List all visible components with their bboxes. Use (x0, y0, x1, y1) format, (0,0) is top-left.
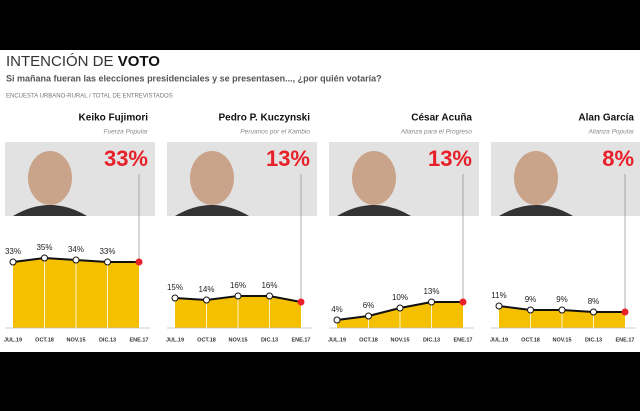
subtitle: Si mañana fueran las elecciones presiden… (6, 73, 382, 83)
point (171, 294, 179, 302)
x-tick-label: ENE.17 (292, 337, 311, 343)
x-tick-label: JUL.19 (4, 337, 22, 343)
value-label: 13% (423, 287, 439, 296)
x-tick-label: ENE.17 (454, 337, 473, 343)
photo-body (13, 205, 87, 216)
party-name: Alianza para el Progreso (400, 129, 473, 136)
point (495, 302, 503, 310)
point (104, 258, 111, 266)
photo-head (190, 151, 234, 205)
value-label: 9% (525, 295, 537, 304)
point (558, 306, 566, 314)
x-tick-label: NOV.15 (228, 337, 247, 343)
x-tick-label: OCT.18 (197, 337, 216, 343)
photo-body (499, 205, 573, 216)
point (396, 304, 404, 312)
title: INTENCIÓN DE VOTO (6, 53, 160, 70)
x-tick-label: OCT.18 (35, 337, 54, 343)
value-label: 16% (261, 281, 277, 290)
x-tick-label: JUL.19 (328, 337, 346, 343)
x-tick-label: OCT.18 (359, 337, 378, 343)
party-name: Fuerza Popular (104, 129, 149, 136)
photo-head (352, 151, 396, 205)
photo-body (337, 205, 411, 216)
x-tick-label: DIC.13 (99, 337, 116, 343)
photo-head (514, 151, 558, 205)
value-label: 11% (491, 291, 506, 300)
value-label: 34% (68, 245, 84, 254)
point (365, 312, 372, 320)
x-tick-label: OCT.18 (521, 337, 540, 343)
point (135, 258, 143, 266)
headline-value: 13% (266, 146, 310, 171)
headline-value: 13% (428, 146, 472, 171)
source: ENCUESTA URBANO-RURAL / TOTAL DE ENTREVI… (6, 94, 173, 100)
title-light: INTENCIÓN DE (6, 53, 114, 70)
point (41, 254, 48, 262)
value-label: 15% (167, 283, 183, 292)
value-label: 10% (392, 293, 408, 302)
point (234, 292, 242, 300)
value-label: 33% (5, 247, 21, 256)
value-label: 9% (556, 295, 568, 304)
candidate-name: César Acuña (411, 113, 472, 124)
x-tick-label: ENE.17 (130, 337, 149, 343)
point (203, 296, 210, 304)
candidate-name: Alan García (578, 113, 634, 124)
x-tick-label: DIC.13 (423, 337, 440, 343)
value-label: 16% (230, 281, 246, 290)
x-tick-label: ENE.17 (616, 337, 635, 343)
value-label: 8% (588, 297, 600, 306)
photo-body (175, 205, 249, 216)
point (621, 308, 629, 316)
x-tick-label: NOV.15 (66, 337, 85, 343)
point (72, 256, 80, 264)
headline-value: 33% (104, 146, 148, 171)
point (459, 298, 467, 306)
photo-head (28, 151, 72, 205)
party-name: Peruanos por el Kambio (240, 129, 310, 136)
candidate-name: Keiko Fujimori (79, 113, 149, 124)
point (590, 308, 597, 316)
x-tick-label: JUL.19 (166, 337, 184, 343)
x-tick-label: NOV.15 (390, 337, 409, 343)
point (297, 298, 305, 306)
title-bold: VOTO (118, 53, 161, 70)
point (527, 306, 534, 314)
value-label: 33% (99, 247, 115, 256)
value-label: 4% (331, 305, 343, 314)
x-tick-label: NOV.15 (552, 337, 571, 343)
point (9, 258, 17, 266)
x-tick-label: DIC.13 (261, 337, 278, 343)
value-label: 6% (363, 301, 375, 310)
value-label: 14% (198, 285, 214, 294)
party-name: Alianza Popular (587, 129, 634, 136)
x-tick-label: JUL.19 (490, 337, 508, 343)
candidate-name: Pedro P. Kuczynski (218, 113, 310, 124)
point (333, 316, 341, 324)
value-label: 35% (36, 243, 52, 252)
point (428, 298, 435, 306)
headline-value: 8% (602, 146, 634, 171)
point (266, 292, 273, 300)
x-tick-label: DIC.13 (585, 337, 602, 343)
